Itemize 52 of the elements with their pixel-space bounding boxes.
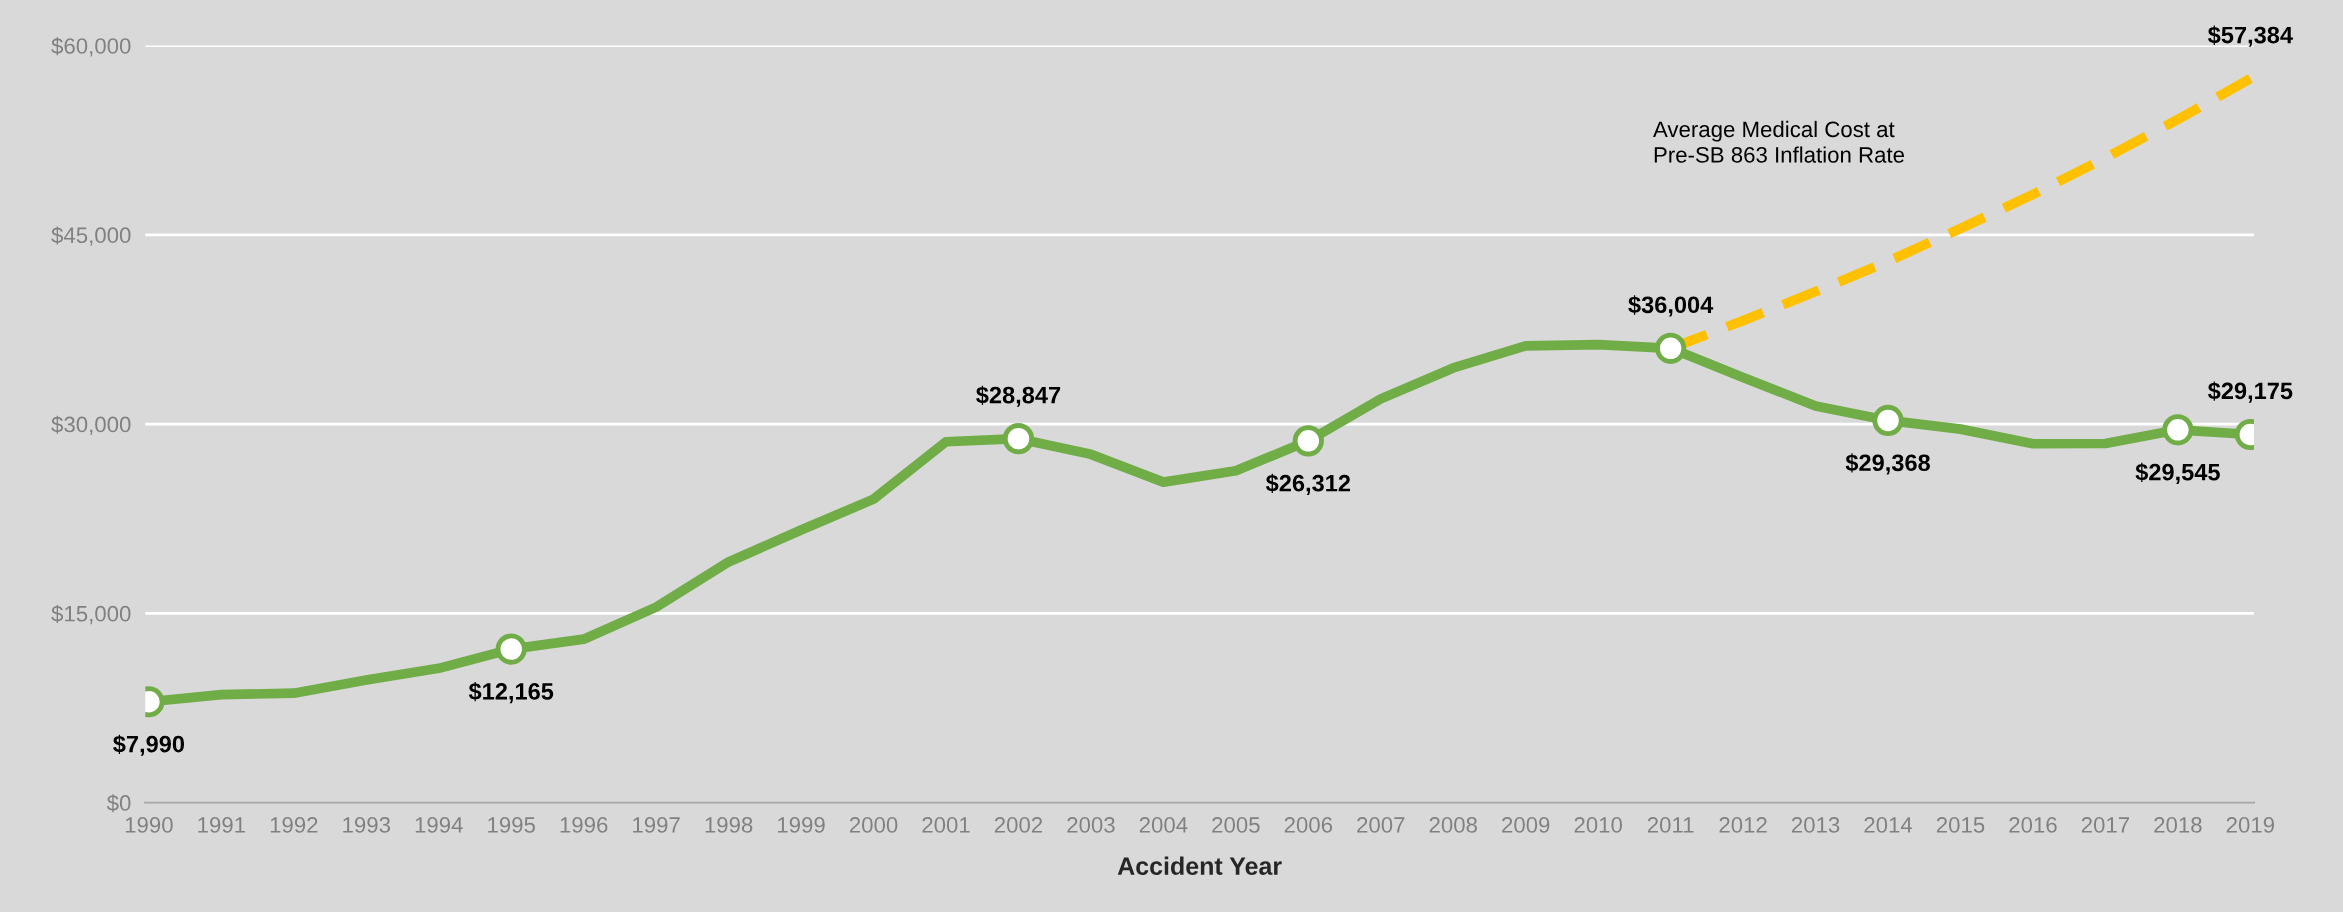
x-tick-label: 2004 [1139,817,1188,833]
y-tick-label: $45,000 [51,226,131,246]
x-tick-label: 2018 [2154,817,2202,833]
x-tick-label: 1994 [415,817,463,833]
data-label: $7,990 [113,734,185,756]
point [495,633,527,665]
x-tick-label: 2001 [922,817,970,833]
x-tick-label: 1995 [488,817,535,833]
x-tick-label: 1999 [778,817,825,833]
x-tick-label: 2016 [2009,817,2057,833]
x-tick-label: 1991 [198,817,245,833]
x-tick-label: 2008 [1429,817,1477,833]
x-tick-label: 2012 [1719,817,1767,833]
y-tick-label: $0 [106,794,131,813]
x-tick-label: 2010 [1574,817,1623,833]
x-tick-label: 1998 [705,817,753,833]
x-tick-label: 2002 [994,817,1043,833]
point [1655,332,1687,364]
point [1872,404,1904,437]
annotation: $29,368 [1845,453,1930,475]
y-tick-label: $30,000 [51,415,131,435]
data-label: $57,384 [2207,25,2293,47]
y-tick-label: $15,000 [51,604,131,625]
point [1002,423,1035,455]
x-tick-label: 2013 [1791,817,1840,833]
x-tick-label: 2014 [1864,817,1913,833]
point [2162,414,2194,446]
data-label: $36,004 [1628,295,1714,317]
x-tick-label: 2003 [1067,817,1115,833]
x-tick-label: 2009 [1502,817,1550,833]
x-tick-label: 2006 [1284,817,1333,833]
x-tick-label: 2015 [1936,817,1985,833]
data-label: $29,175 [2207,381,2293,403]
x-tick-label: 1997 [633,817,680,833]
annotation: $26,312 [1265,473,1351,495]
x-tick-label: 1996 [560,817,608,833]
x-tick-label: 2005 [1212,817,1260,833]
x-axis-title: Accident Year [1117,856,1282,875]
x-tick-label: 1990 [125,817,173,833]
y-tick-label: $60,000 [51,37,131,57]
data-label: $12,165 [468,682,554,704]
x-tick-label: 2000 [849,817,898,833]
data-label: $28,847 [976,385,1061,407]
text: Average Medical Cost at Pre-SB 863 Inflation Rate [1653,120,1904,163]
x-tick-label: 2017 [2081,817,2130,833]
x-tick-label: 2007 [1357,817,1405,833]
data-label: $29,545 [2135,462,2220,484]
x-tick-label: 1993 [343,817,391,833]
x-tick-label: 1992 [270,817,318,833]
point [1292,425,1324,457]
x-tick-label: 2011 [1647,817,1694,833]
x-tick-label: 2019 [2226,817,2275,833]
